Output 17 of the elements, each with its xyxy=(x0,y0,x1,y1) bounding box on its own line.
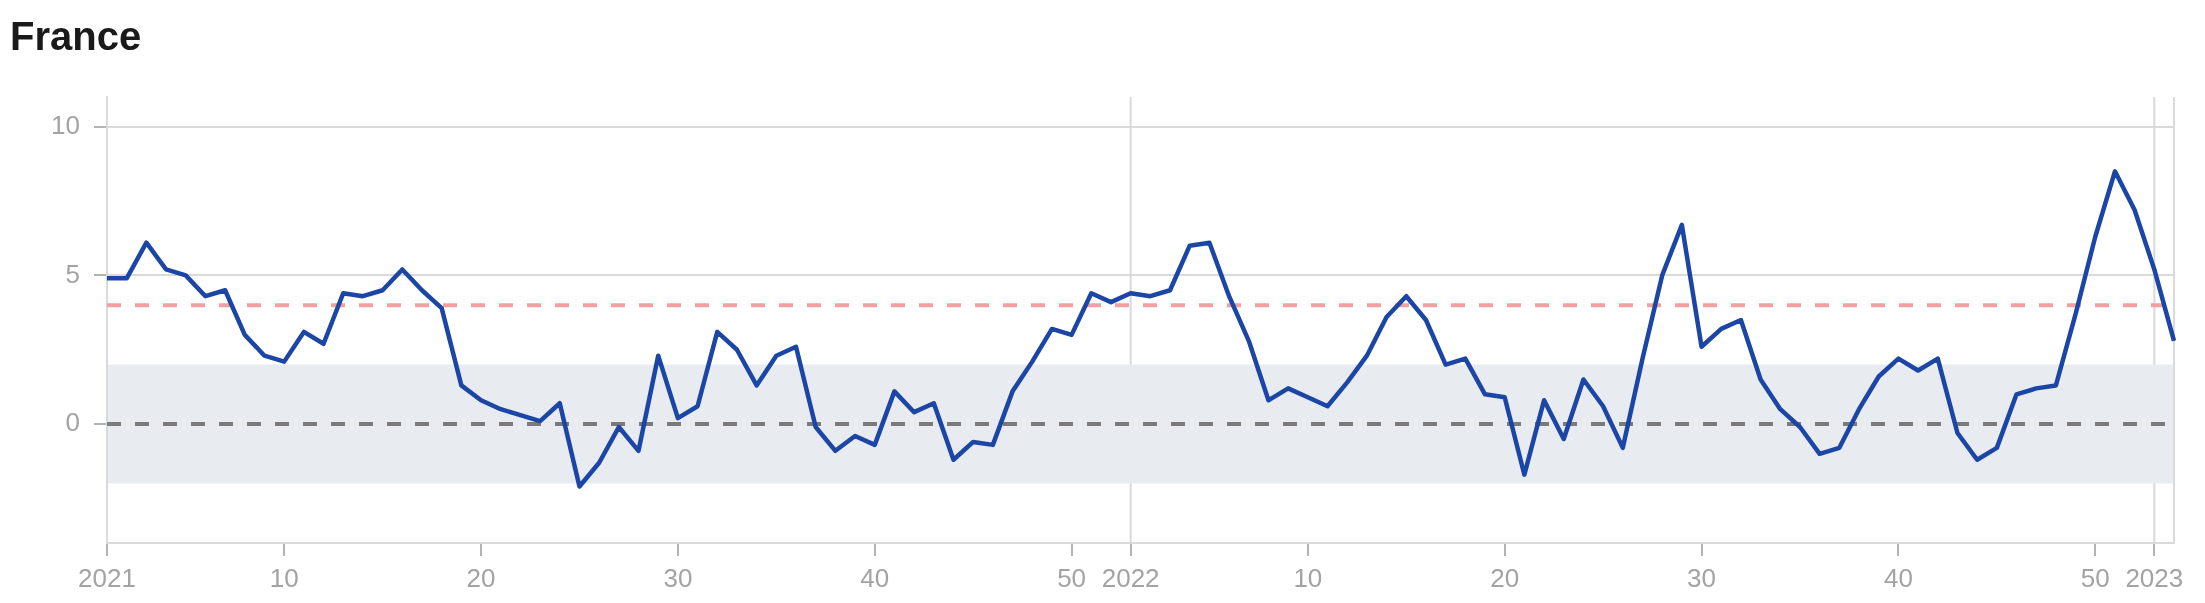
y-tick-label: 5 xyxy=(65,258,80,289)
x-tick-label: 2023 xyxy=(2125,562,2184,593)
x-tick-label: 40 xyxy=(860,562,890,593)
x-tick-label: 20 xyxy=(466,562,496,593)
x-tick-label: 50 xyxy=(2080,562,2110,593)
x-tick-label: 10 xyxy=(269,562,299,593)
x-tick-label: 2021 xyxy=(78,562,136,593)
x-tick-label: 2022 xyxy=(1101,562,1160,593)
chart-title: France xyxy=(10,14,142,58)
x-tick-label: 20 xyxy=(1490,562,1520,593)
x-tick-label: 50 xyxy=(1057,562,1087,593)
x-tick-label: 40 xyxy=(1883,562,1913,593)
x-tick-label: 30 xyxy=(1687,562,1716,593)
y-tick-label: 0 xyxy=(65,407,80,438)
y-tick-label: 10 xyxy=(51,109,80,140)
x-tick-label: 10 xyxy=(1293,562,1323,593)
x-tick-label: 30 xyxy=(663,562,693,593)
